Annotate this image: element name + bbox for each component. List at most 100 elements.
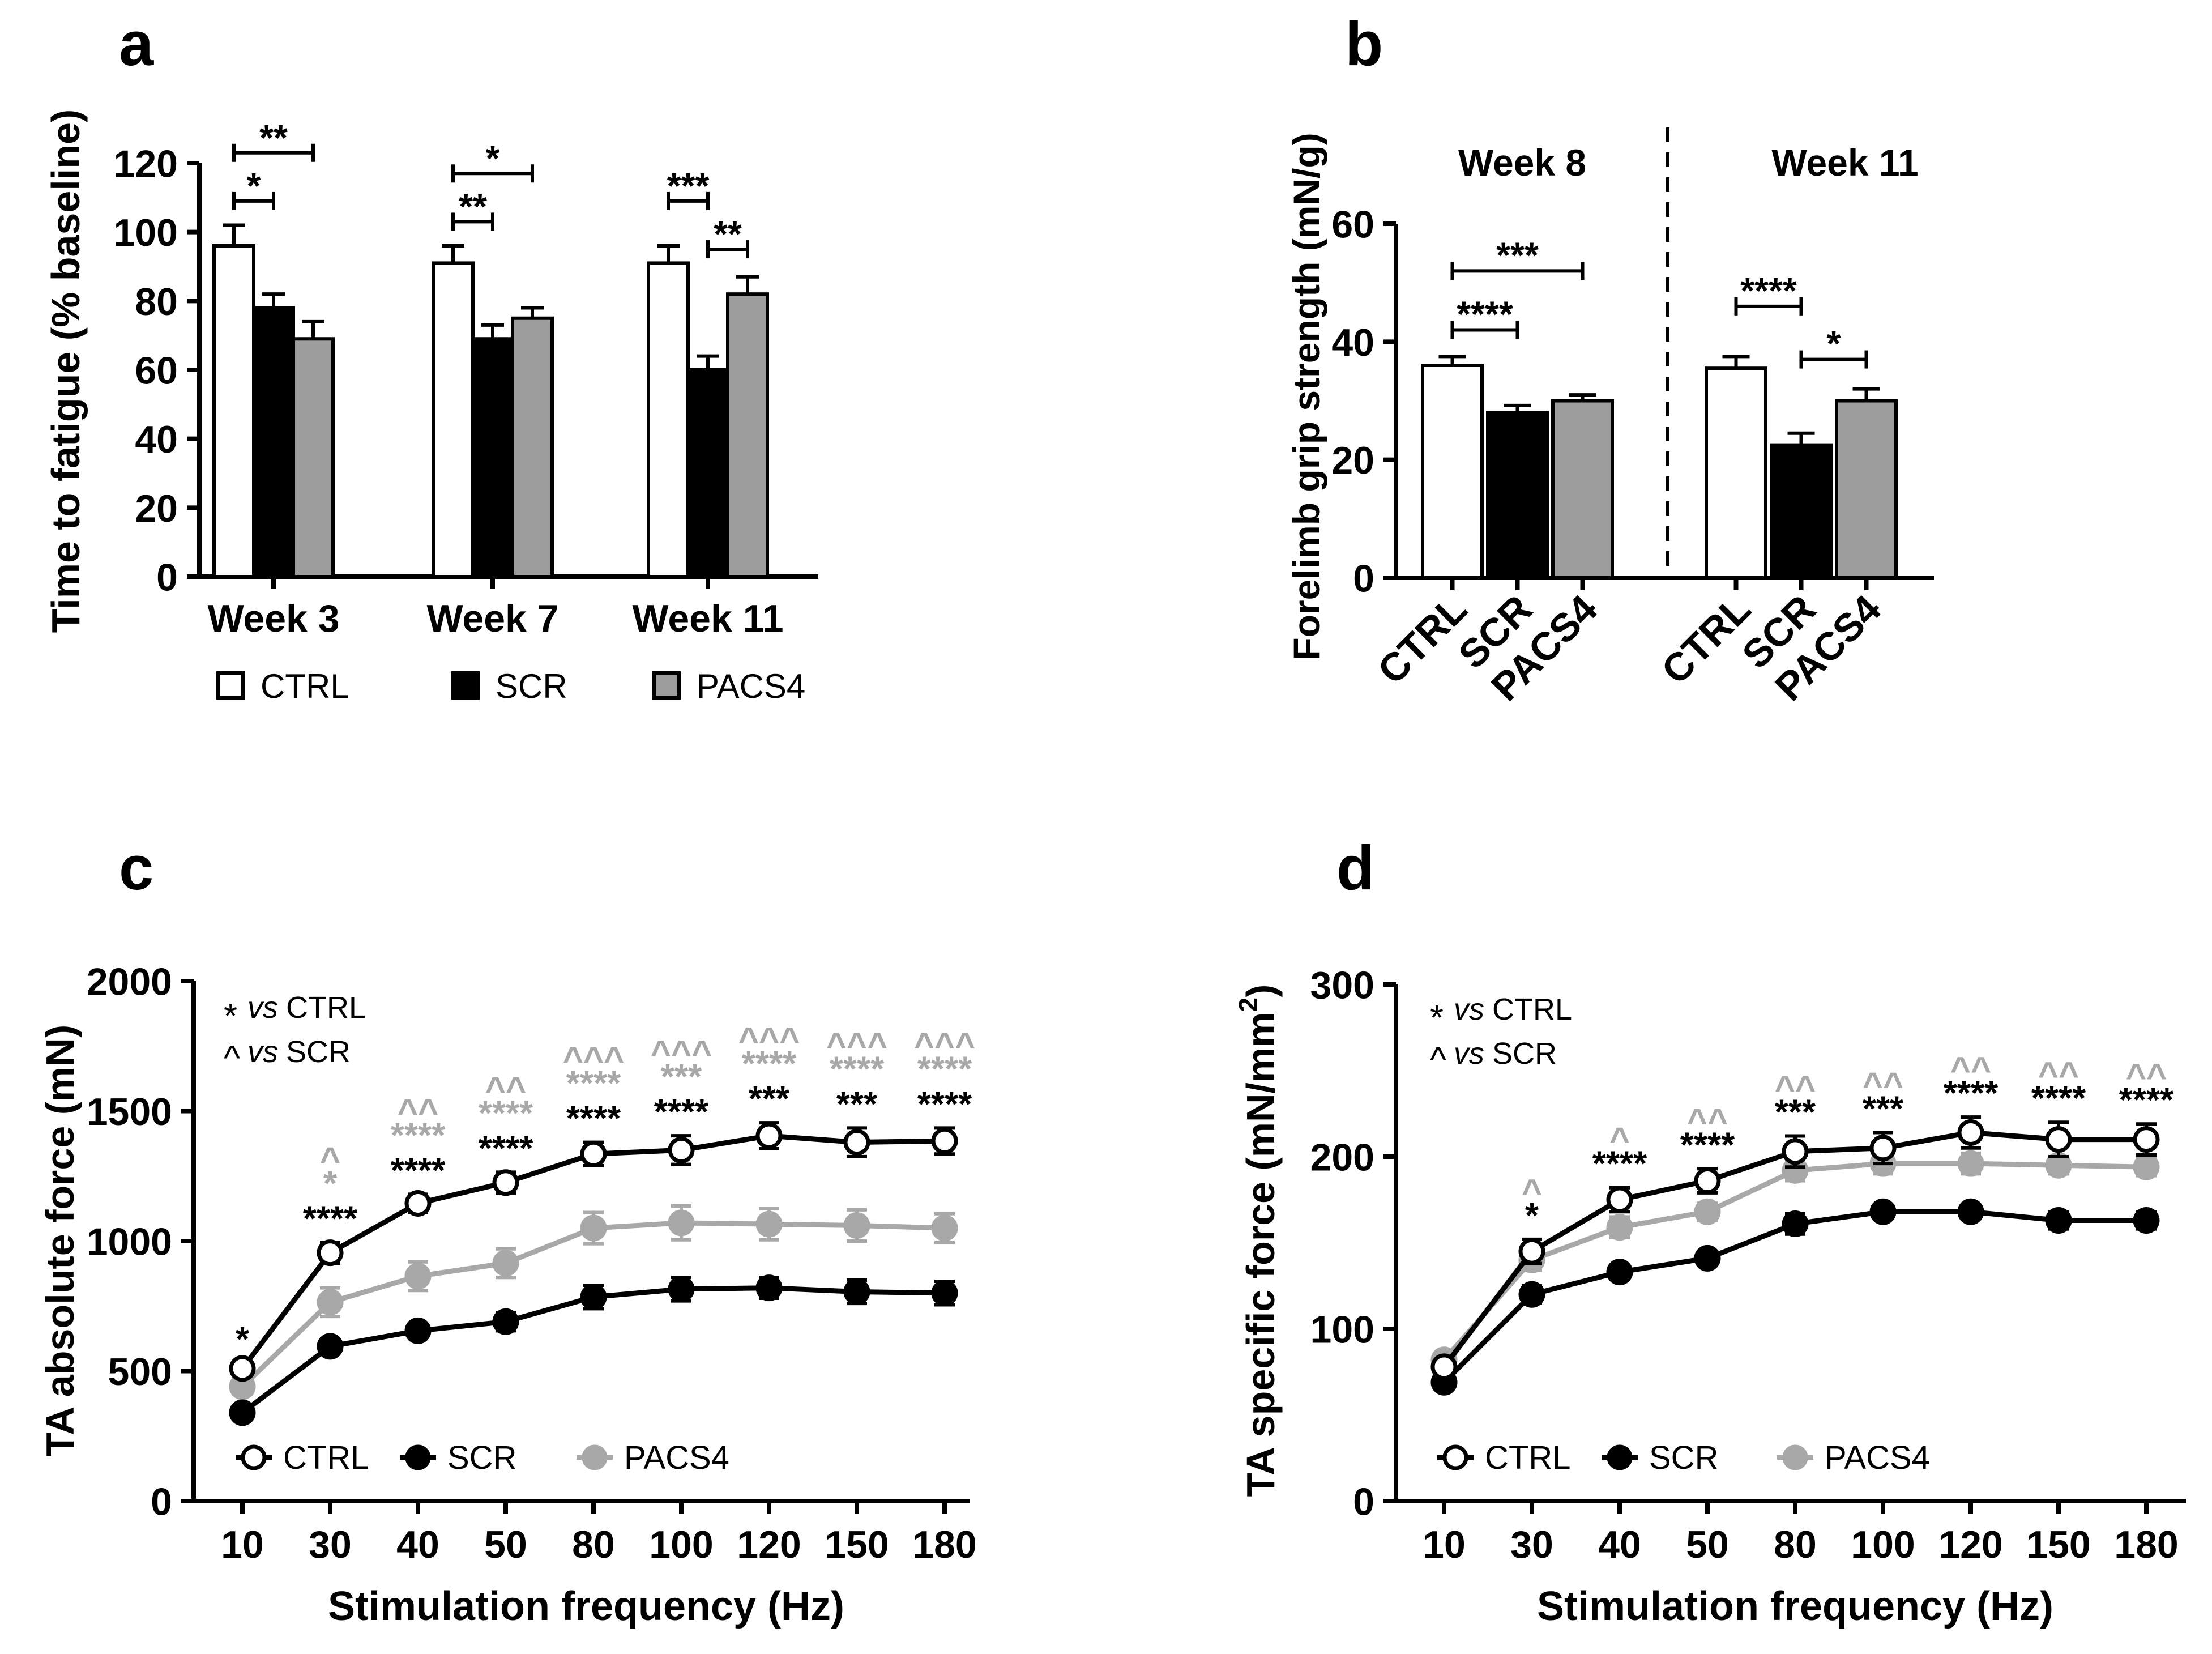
- legend-label: CTRL: [283, 1439, 369, 1476]
- significance-label-vs-ctrl: ****: [917, 1085, 972, 1124]
- significance-label-vs-scr: ^^: [2126, 1057, 2167, 1096]
- x-tick-label: 10: [1423, 1523, 1466, 1566]
- y-tick-label: 2000: [87, 960, 172, 1003]
- point-ctrl: [404, 1190, 432, 1217]
- significance-label: **: [259, 117, 288, 158]
- significance-label: ****: [1740, 270, 1797, 311]
- y-axis-title: Forelimb grip strength (mN/g): [1286, 133, 1327, 660]
- bar-ctrl: [647, 261, 690, 578]
- point-scr: [755, 1274, 783, 1302]
- y-tick-label: 40: [135, 418, 178, 461]
- significance-label-vs-scr: ^: [1522, 1173, 1542, 1212]
- point-scr: [1606, 1259, 1633, 1286]
- significance-label: *: [486, 138, 500, 178]
- point-ctrl: [2133, 1126, 2160, 1153]
- significance-label-pacs4-vs-ctrl: ***: [661, 1058, 702, 1097]
- legend-label: PACS4: [697, 667, 805, 705]
- significance-label-vs-ctrl: ***: [836, 1085, 878, 1124]
- significance-label: ***: [1496, 235, 1539, 275]
- significance-label-vs-ctrl: ****: [654, 1093, 709, 1132]
- point-scr: [2045, 1207, 2072, 1234]
- significance-label-vs-scr: ^^^: [826, 1026, 888, 1065]
- significance-label-vs-ctrl: *: [236, 1320, 250, 1359]
- panel-a-chart: 0 20 40 60 80 100 120 Time to fatigue (% baseli…: [44, 109, 818, 705]
- key-vs: vs: [1454, 992, 1484, 1026]
- significance-label-vs-ctrl: ****: [566, 1099, 621, 1139]
- x-tick-label: 80: [1774, 1523, 1817, 1566]
- x-tick-label: 100: [1851, 1523, 1915, 1566]
- legend-label: CTRL: [1485, 1439, 1570, 1476]
- significance-label-vs-scr: ^^: [485, 1070, 526, 1109]
- point-ctrl: [580, 1140, 607, 1167]
- y-tick-label: 80: [135, 280, 178, 323]
- point-ctrl: [229, 1355, 256, 1382]
- legend-marker-scr: [405, 1444, 431, 1470]
- panel-c-chart: 0 500 1000 1500 2000 10 30 40 50 80 100 120 150 180 St…: [38, 960, 977, 1629]
- point-pacs4: [492, 1250, 519, 1277]
- significance-label-vs-scr: ^^^: [914, 1026, 976, 1065]
- point-pacs4: [668, 1209, 695, 1237]
- significance-label-vs-ctrl: ****: [303, 1199, 358, 1238]
- significance-label-vs-ctrl: ****: [1592, 1145, 1647, 1184]
- significance-label-vs-scr: ^^: [398, 1092, 438, 1131]
- key-ref: CTRL: [1492, 992, 1572, 1026]
- significance-label: ***: [667, 165, 710, 206]
- key-symbol: ^: [224, 1039, 240, 1078]
- point-pacs4: [843, 1212, 870, 1239]
- y-axis-title-text: TA specific force (mN/mm: [1239, 1012, 1283, 1497]
- point-pacs4: [317, 1289, 344, 1316]
- legend-label: PACS4: [624, 1439, 729, 1476]
- point-scr: [2133, 1207, 2160, 1234]
- y-tick-label: 200: [1310, 1136, 1374, 1179]
- y-tick-label: 500: [108, 1350, 172, 1393]
- y-tick-label: 300: [1310, 964, 1374, 1007]
- y-axis-title: Time to fatigue (% baseline): [44, 109, 88, 633]
- significance-label-vs-ctrl: ****: [1944, 1074, 1999, 1113]
- point-ctrl: [1957, 1119, 1984, 1146]
- x-tick-label: Week 7: [426, 597, 558, 640]
- point-ctrl: [2045, 1126, 2072, 1153]
- point-scr: [580, 1284, 607, 1311]
- y-tick-label: 100: [1310, 1308, 1374, 1351]
- bar-scr: [1770, 443, 1833, 579]
- legend-label: SCR: [1649, 1439, 1718, 1476]
- bar-ctrl: [432, 261, 475, 578]
- y-tick-label: 100: [114, 211, 178, 254]
- x-tick-label: 40: [1598, 1523, 1641, 1566]
- point-ctrl: [931, 1127, 958, 1154]
- x-tick-label: 150: [825, 1523, 889, 1566]
- y-tick-label: 1000: [87, 1220, 172, 1263]
- key-symbol: *: [1430, 999, 1444, 1038]
- significance-label: *: [1827, 323, 1841, 364]
- point-pacs4: [404, 1263, 432, 1290]
- significance-label-vs-scr: ^^: [1775, 1069, 1816, 1109]
- bar-pacs4: [1835, 399, 1898, 579]
- legend-label: PACS4: [1825, 1439, 1930, 1476]
- point-ctrl: [755, 1122, 783, 1149]
- significance-label-pacs4-vs-ctrl: ****: [566, 1064, 621, 1103]
- point-scr: [492, 1308, 519, 1335]
- point-ctrl: [1518, 1238, 1545, 1265]
- point-pacs4: [755, 1210, 783, 1238]
- significance-label-pacs4-vs-ctrl: ****: [391, 1116, 446, 1155]
- point-scr: [317, 1333, 344, 1360]
- y-tick-label: 1500: [87, 1090, 172, 1133]
- point-scr: [1869, 1198, 1897, 1225]
- legend-swatch-scr: [451, 671, 480, 700]
- y-tick-label: 0: [156, 556, 178, 599]
- y-tick-label: 0: [1353, 557, 1374, 600]
- significance-label: ****: [1457, 294, 1513, 335]
- significance-label-vs-ctrl: ****: [479, 1129, 533, 1168]
- point-ctrl: [1694, 1167, 1721, 1195]
- key-vs: vs: [1454, 1037, 1484, 1071]
- panel-label-b: b: [1345, 9, 1383, 79]
- point-scr: [1782, 1210, 1809, 1238]
- key-ref: SCR: [1492, 1037, 1557, 1071]
- x-axis-title: Stimulation frequency (Hz): [328, 1584, 844, 1629]
- y-tick-label: 20: [135, 487, 178, 530]
- key-vs: vs: [247, 991, 278, 1025]
- point-scr: [404, 1317, 432, 1344]
- significance-label-vs-ctrl: ****: [391, 1151, 446, 1190]
- point-pacs4: [931, 1214, 958, 1242]
